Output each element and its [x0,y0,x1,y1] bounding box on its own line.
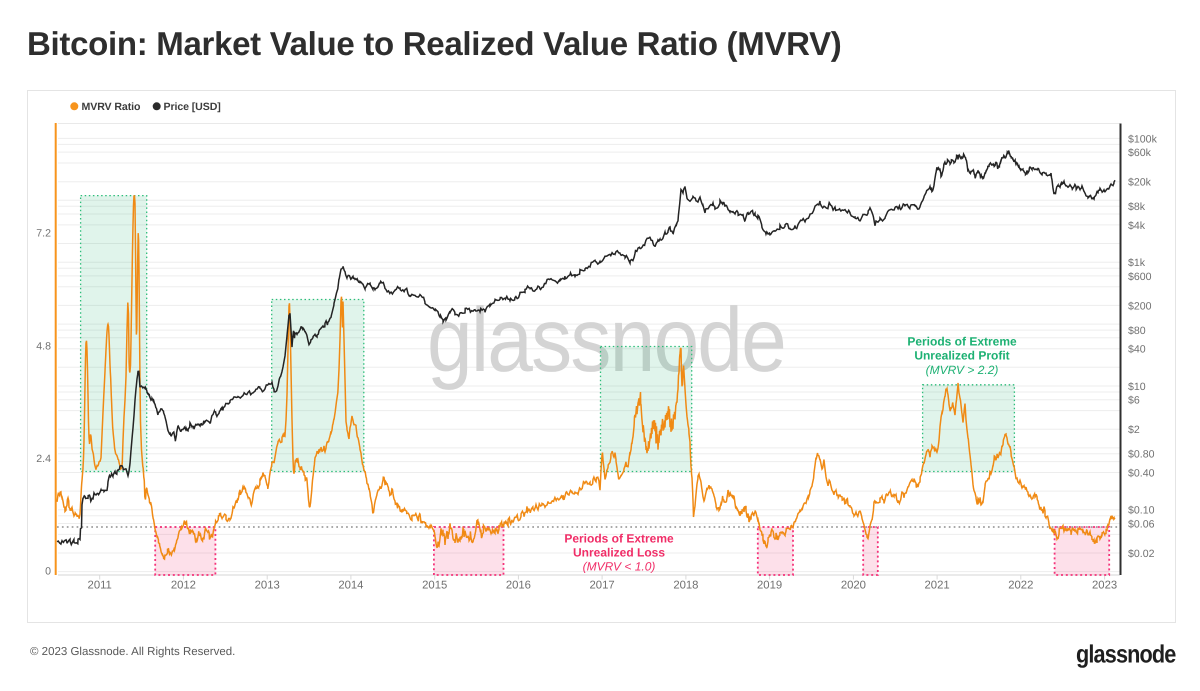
svg-text:2012: 2012 [171,580,196,592]
svg-text:$4k: $4k [1128,220,1146,232]
svg-text:$10: $10 [1128,381,1146,393]
svg-text:2014: 2014 [338,580,363,592]
svg-text:2016: 2016 [506,580,531,592]
svg-text:$6: $6 [1128,395,1140,407]
svg-text:2023: 2023 [1092,580,1117,592]
svg-text:$20k: $20k [1128,177,1152,189]
svg-text:glassnode: glassnode [1076,641,1176,669]
svg-text:2015: 2015 [422,580,447,592]
svg-text:Unrealized Loss: Unrealized Loss [573,546,665,560]
svg-text:MVRV Ratio: MVRV Ratio [82,101,141,113]
svg-text:2020: 2020 [841,580,866,592]
svg-text:2011: 2011 [88,580,112,592]
svg-text:$8k: $8k [1128,201,1146,213]
svg-text:$200: $200 [1128,300,1152,312]
svg-text:(MVRV < 1.0): (MVRV < 1.0) [583,560,656,574]
svg-text:0: 0 [45,565,51,577]
svg-text:2018: 2018 [673,580,698,592]
svg-text:2019: 2019 [757,580,782,592]
svg-text:2013: 2013 [255,580,280,592]
svg-text:$0.02: $0.02 [1128,548,1155,560]
svg-text:2.4: 2.4 [36,453,51,465]
svg-text:$80: $80 [1128,325,1146,337]
svg-text:Unrealized Profit: Unrealized Profit [914,349,1009,363]
svg-text:$60k: $60k [1128,147,1152,159]
svg-text:$0.40: $0.40 [1128,467,1155,479]
svg-text:7.2: 7.2 [36,228,51,240]
svg-text:$600: $600 [1128,271,1152,283]
svg-text:Price [USD]: Price [USD] [164,101,221,113]
svg-text:4.8: 4.8 [36,340,51,352]
svg-text:$0.10: $0.10 [1128,505,1155,517]
svg-text:$40: $40 [1128,344,1146,356]
svg-text:$1k: $1k [1128,257,1146,269]
svg-text:2017: 2017 [590,580,615,592]
svg-text:2021: 2021 [925,580,950,592]
svg-text:(MVRV > 2.2): (MVRV > 2.2) [926,363,999,377]
svg-text:2022: 2022 [1008,580,1033,592]
svg-text:$2: $2 [1128,424,1140,436]
svg-text:$0.80: $0.80 [1128,449,1155,461]
svg-text:$100k: $100k [1128,133,1158,145]
svg-text:Periods of Extreme: Periods of Extreme [564,532,674,546]
svg-text:$0.06: $0.06 [1128,518,1155,530]
svg-text:Periods of Extreme: Periods of Extreme [907,335,1017,349]
